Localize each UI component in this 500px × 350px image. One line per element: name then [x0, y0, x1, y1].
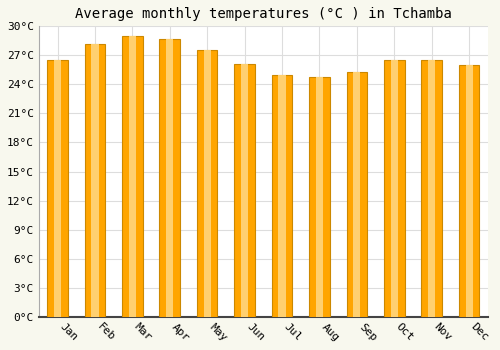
Bar [459, 65, 479, 317]
Bar [160, 39, 180, 317]
Bar [384, 60, 404, 317]
Bar [128, 36, 136, 317]
Bar [428, 60, 436, 317]
Bar [316, 77, 323, 317]
Bar [47, 60, 68, 317]
Bar [422, 60, 442, 317]
Bar [346, 72, 367, 317]
Bar [92, 44, 98, 317]
Bar [84, 44, 105, 317]
Bar [466, 65, 472, 317]
Bar [272, 75, 292, 317]
Bar [122, 36, 142, 317]
Bar [166, 39, 173, 317]
Bar [353, 72, 360, 317]
Bar [309, 77, 330, 317]
Bar [241, 64, 248, 317]
Bar [278, 75, 285, 317]
Title: Average monthly temperatures (°C ) in Tchamba: Average monthly temperatures (°C ) in Tc… [75, 7, 452, 21]
Bar [390, 60, 398, 317]
Bar [54, 60, 61, 317]
Bar [197, 50, 218, 317]
Bar [204, 50, 211, 317]
Bar [234, 64, 255, 317]
